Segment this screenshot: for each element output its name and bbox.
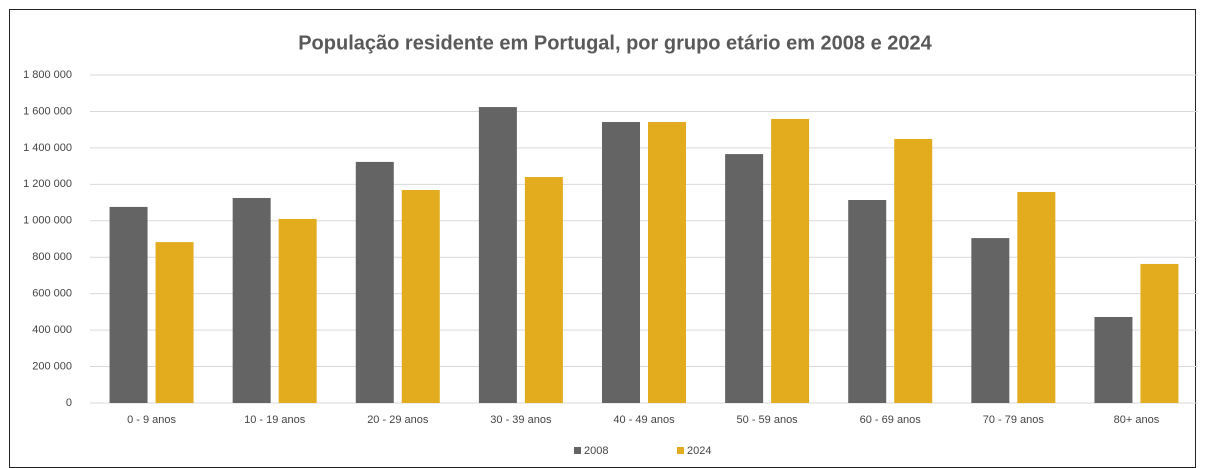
bar (771, 118, 810, 403)
x-tick-label: 10 - 19 anos (244, 414, 306, 426)
x-tick-label: 40 - 49 anos (613, 414, 675, 426)
bar (894, 138, 933, 403)
x-tick-label: 70 - 79 anos (983, 414, 1045, 426)
y-tick-label: 1 800 000 (23, 69, 72, 81)
legend-label: 2008 (584, 445, 608, 457)
x-tick-label: 60 - 69 anos (860, 414, 922, 426)
bar (355, 161, 394, 403)
y-tick-label: 600 000 (32, 288, 72, 300)
bar (1140, 263, 1179, 403)
x-tick-label: 20 - 29 anos (367, 414, 429, 426)
bar (1017, 191, 1056, 403)
x-tick-label: 0 - 9 anos (127, 414, 176, 426)
legend-swatch (574, 447, 581, 454)
bar (401, 189, 440, 403)
x-tick-label: 50 - 59 anos (737, 414, 799, 426)
y-tick-label: 1 000 000 (23, 215, 72, 227)
x-tick-label: 30 - 39 anos (490, 414, 552, 426)
y-tick-label: 400 000 (32, 324, 72, 336)
y-tick-label: 1 200 000 (23, 178, 72, 190)
bar (524, 177, 563, 403)
y-tick-label: 200 000 (32, 360, 72, 372)
bar (725, 154, 764, 403)
legend-label: 2024 (687, 445, 711, 457)
bar (155, 242, 194, 403)
y-tick-label: 1 600 000 (23, 105, 72, 117)
bar (109, 206, 148, 403)
bar (278, 218, 317, 403)
bar (602, 122, 640, 403)
y-tick-label: 0 (66, 397, 72, 409)
y-tick-label: 800 000 (32, 251, 72, 263)
bar (232, 198, 271, 403)
bar (971, 238, 1010, 403)
bar (648, 122, 686, 403)
bar (848, 200, 887, 403)
chart-title: População residente em Portugal, por gru… (298, 32, 932, 54)
bar (478, 107, 517, 404)
legend-swatch (677, 447, 684, 454)
bar (1094, 316, 1133, 403)
y-tick-label: 1 400 000 (23, 142, 72, 154)
x-tick-label: 80+ anos (1114, 414, 1160, 426)
